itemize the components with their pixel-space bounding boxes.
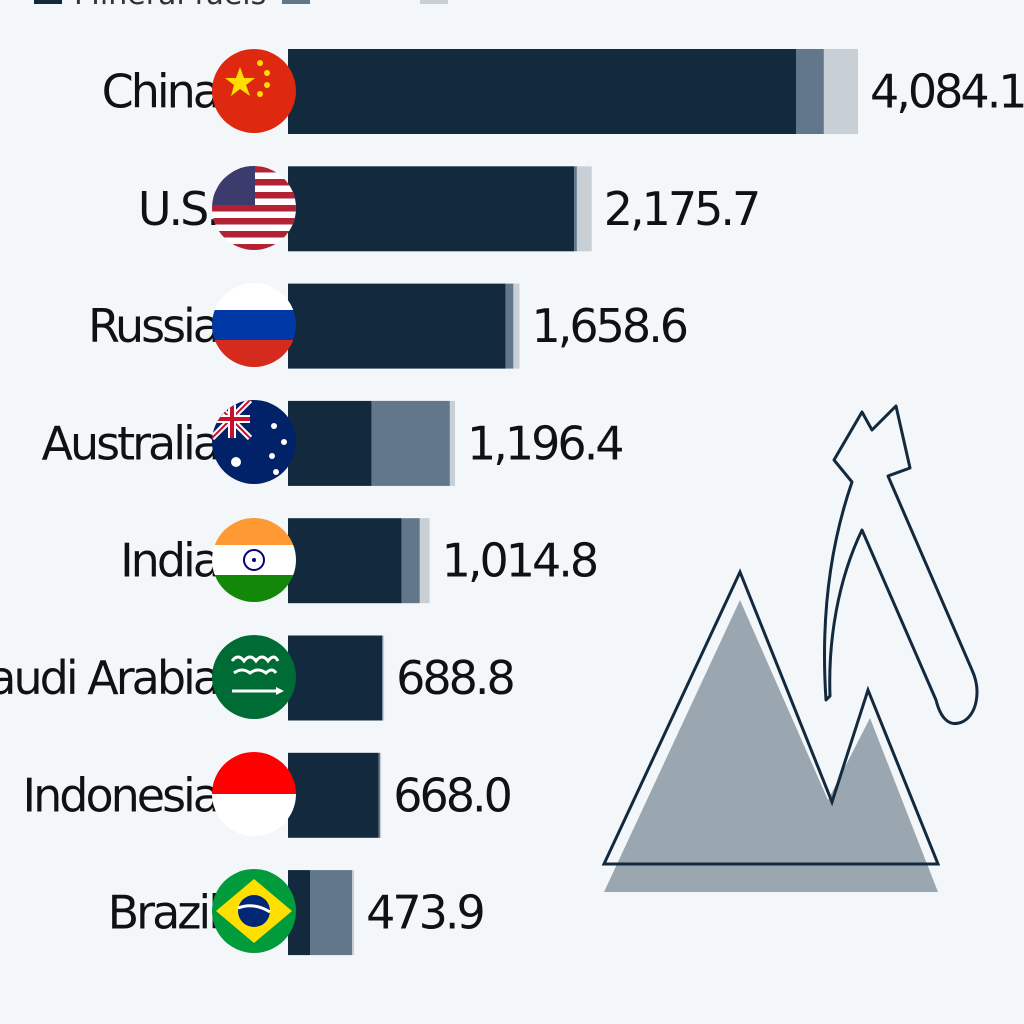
mountain-pickaxe-icon (601, 404, 979, 892)
value-label-u-s: 2,175.7 (604, 182, 759, 236)
bar-segment-russia-3 (513, 283, 520, 369)
legend-swatch-mineral-fuels (34, 0, 62, 4)
bar-segment-russia-2 (505, 283, 514, 369)
country-label-china: China (102, 65, 218, 119)
bar-segment-indonesia-2 (378, 752, 381, 838)
bar-segment-saudi-arabia-3 (382, 635, 385, 721)
mountain-shadow (604, 600, 938, 892)
saudi-arabia-flag-icon (212, 635, 296, 719)
bar-segment-brazil-2 (310, 870, 353, 956)
bar-segment-indonesia-3 (380, 752, 382, 838)
country-label-australia: Australia (42, 416, 218, 470)
russia-flag-icon (212, 283, 296, 367)
value-label-china: 4,084.1 (870, 65, 1024, 119)
bar-segment-saudi-arabia-2 (382, 635, 383, 721)
country-label-russia: Russia (88, 299, 218, 353)
china-flag-icon (212, 49, 296, 133)
country-label-india: India (120, 534, 218, 588)
value-label-russia: 1,658.6 (532, 299, 687, 353)
legend-swatch-3 (420, 0, 448, 4)
flags (212, 49, 296, 953)
bar-segment-india-2 (401, 518, 420, 604)
bar-segment-india-3 (419, 518, 430, 604)
bar-segment-u-s-3 (576, 166, 592, 252)
country-label-indonesia: Indonesia (23, 768, 218, 822)
pickaxe-icon (822, 404, 979, 725)
us-flag-icon (212, 166, 296, 250)
country-label-saudi-arabia: Saudi Arabia (0, 651, 218, 705)
legend-label-mineral-fuels: Mineral fuels (74, 0, 266, 12)
mountain-outline (601, 568, 941, 866)
value-label-australia: 1,196.4 (467, 416, 622, 470)
value-label-saudi-arabia: 688.8 (396, 651, 513, 705)
bar-segment-u-s-1 (288, 166, 575, 252)
bar-segment-brazil-1 (288, 870, 311, 956)
bar-segment-australia-2 (371, 400, 450, 486)
bar-segment-russia-1 (288, 283, 506, 369)
country-label-brazil: Brazil (108, 886, 218, 940)
country-label-u-s: U.S. (138, 182, 218, 236)
bar-segment-saudi-arabia-1 (288, 635, 383, 721)
bar-segment-australia-1 (288, 400, 372, 486)
value-label-india: 1,014.8 (442, 534, 597, 588)
value-label-brazil: 473.9 (366, 886, 483, 940)
bar-segment-china-3 (823, 49, 858, 134)
legend-swatch-2 (282, 0, 310, 4)
australia-flag-icon (212, 400, 296, 484)
bar-segment-indonesia-1 (288, 752, 379, 838)
bar-segment-australia-3 (449, 400, 455, 486)
value-label-indonesia: 668.0 (393, 768, 510, 822)
brazil-flag-icon (212, 869, 296, 953)
legend: Mineral fuels (34, 0, 448, 12)
bar-segment-china-2 (796, 49, 824, 134)
value-labels: 4,084.1 2,175.7 1,658.6 1,196.4 1,014.8 688.8… (366, 65, 1024, 940)
bar-segment-brazil-3 (352, 870, 355, 956)
bars (288, 49, 858, 956)
bar-segment-india-1 (288, 518, 402, 604)
india-flag-icon (212, 518, 296, 602)
bar-segment-china-1 (288, 49, 796, 134)
country-labels: China U.S. Russia Australia India Saudi Arabi… (0, 65, 221, 940)
indonesia-flag-icon (212, 752, 296, 836)
bar-segment-u-s-2 (574, 166, 577, 252)
